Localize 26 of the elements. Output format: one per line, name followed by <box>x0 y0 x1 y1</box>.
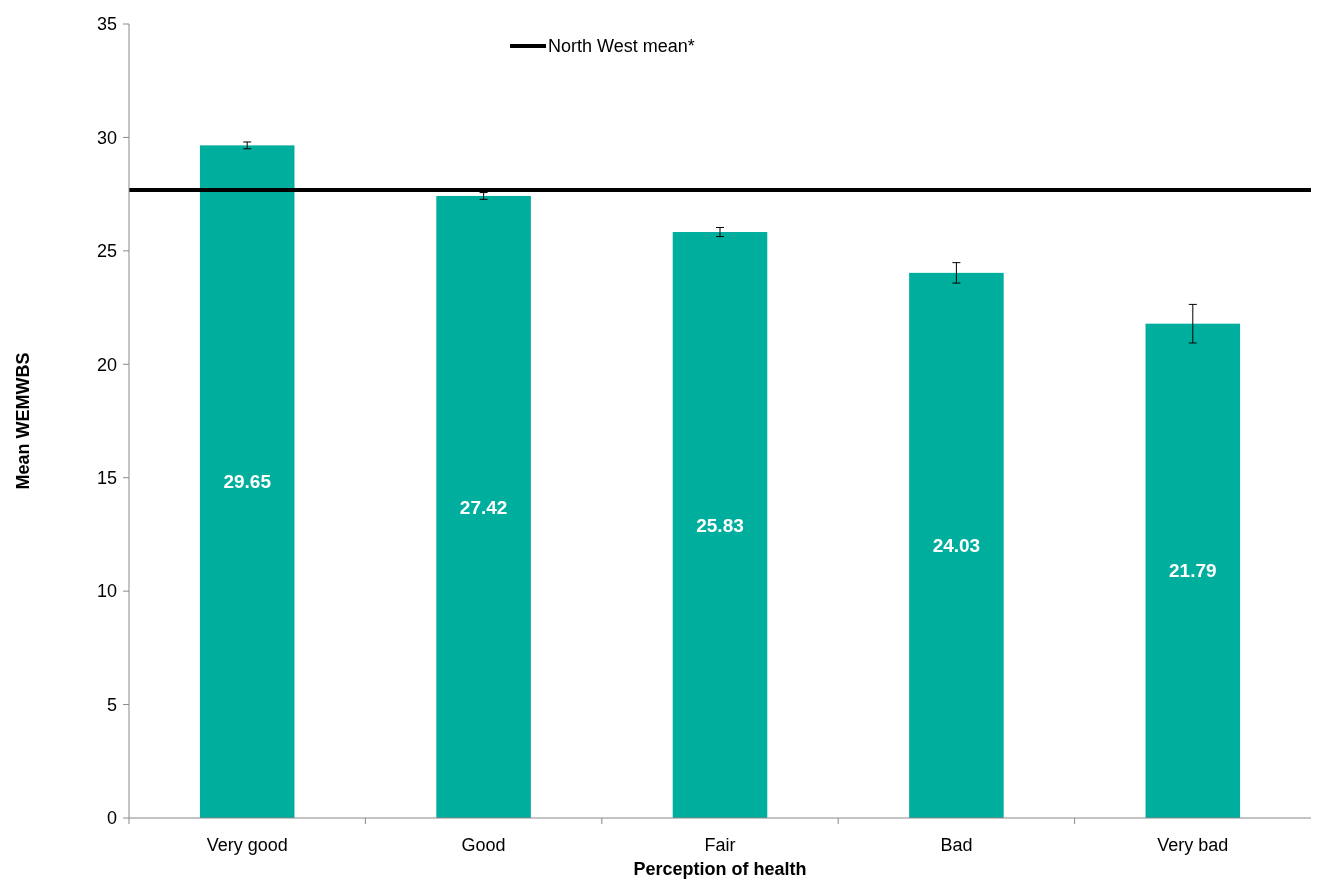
x-tick-label: Fair <box>704 835 736 855</box>
x-tick-label: Very bad <box>1157 835 1229 855</box>
data-label: 29.65 <box>223 471 272 493</box>
y-tick-label: 35 <box>96 14 117 35</box>
x-tick-label: Good <box>461 835 506 855</box>
data-label: 25.83 <box>696 514 744 536</box>
y-tick-label: 0 <box>106 808 117 829</box>
bar <box>909 272 1004 818</box>
bar <box>672 232 768 818</box>
bar <box>1145 323 1241 818</box>
y-tick-label: 30 <box>96 127 117 148</box>
y-tick-label: 10 <box>96 581 117 602</box>
bar <box>436 195 531 818</box>
y-axis-title: Mean WEMWBS <box>13 352 33 490</box>
x-tick-label: Bad <box>940 835 973 855</box>
x-axis-title: Perception of health <box>633 859 807 879</box>
bar <box>199 145 295 818</box>
y-tick-label: 25 <box>96 241 117 262</box>
data-label: 24.03 <box>932 535 981 557</box>
y-tick-label: 5 <box>106 694 117 715</box>
data-label: 21.79 <box>1169 560 1217 582</box>
y-tick-label: 20 <box>96 354 117 375</box>
x-tick-label: Very good <box>206 835 288 855</box>
data-label: 27.42 <box>459 496 508 518</box>
y-tick-label: 15 <box>96 468 117 489</box>
legend-label: North West mean* <box>548 36 695 57</box>
